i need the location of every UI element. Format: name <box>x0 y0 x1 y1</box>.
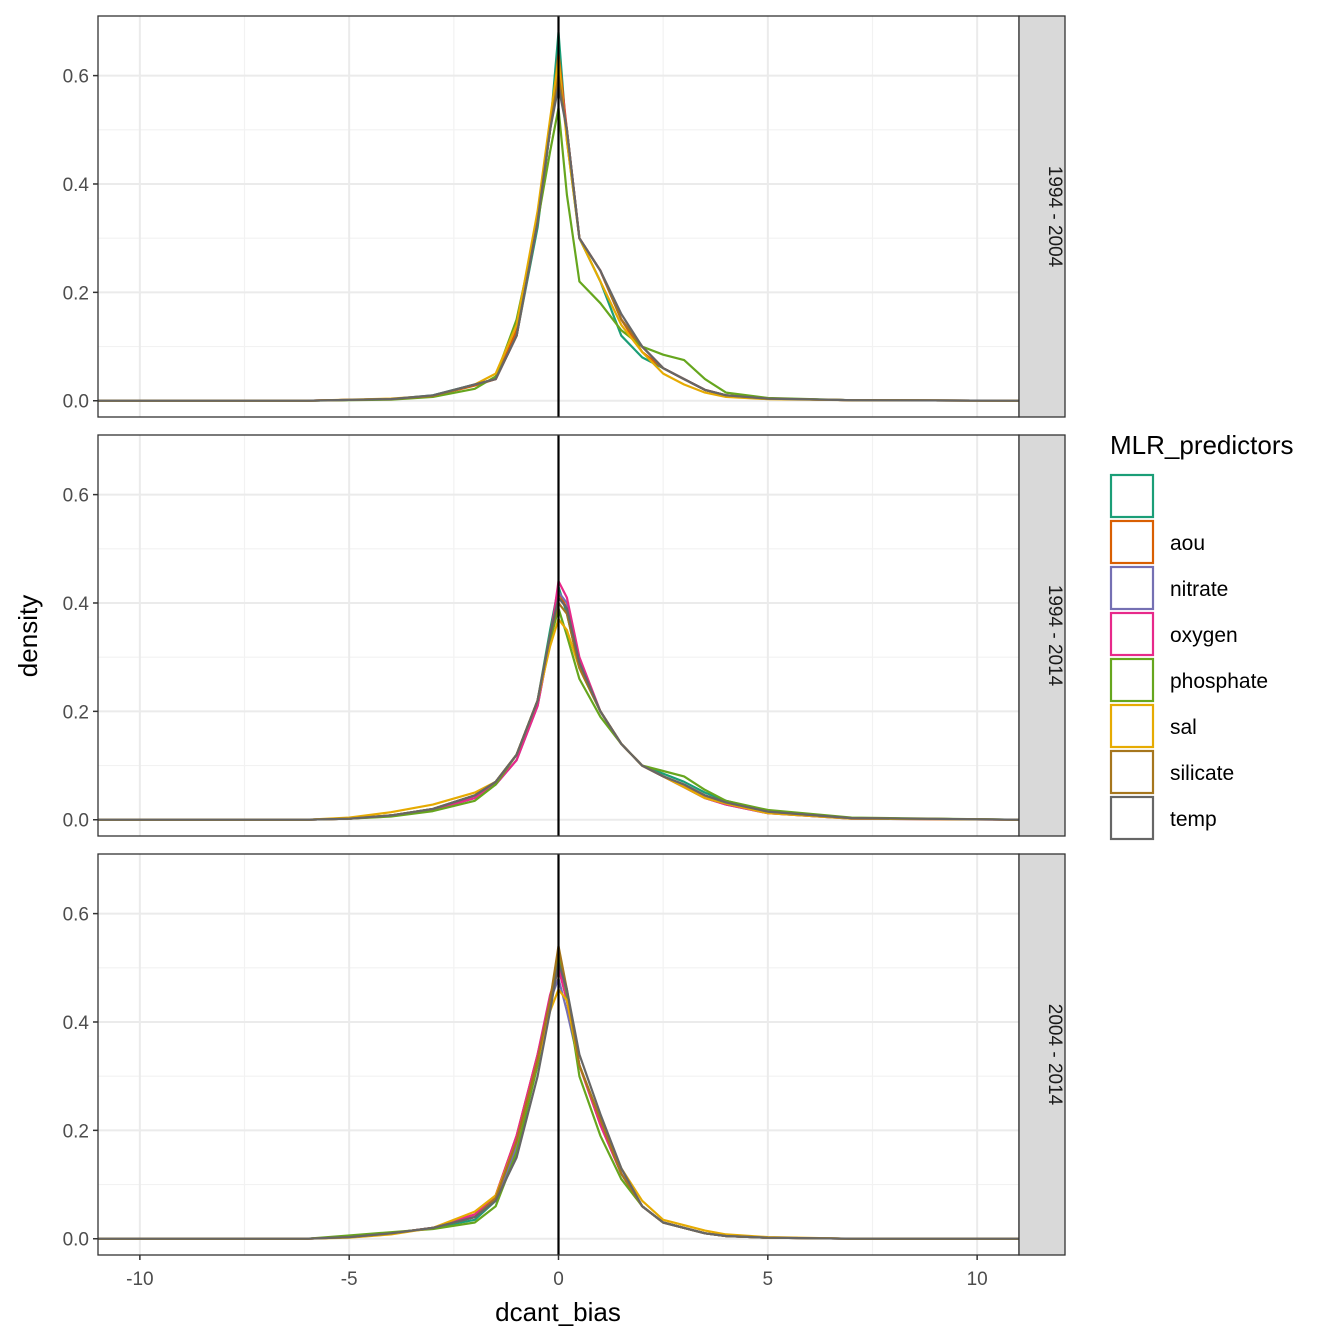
legend-label: oxygen <box>1170 624 1238 647</box>
x-tick-label: -5 <box>341 1269 358 1290</box>
strip-label: 2004 - 2014 <box>1044 1004 1065 1106</box>
strip-label: 1994 - 2004 <box>1044 166 1065 268</box>
density-line-phosphate <box>98 607 1020 821</box>
x-axis: -10 -5 0 5 10 <box>126 1255 988 1290</box>
legend-key <box>1109 519 1155 565</box>
strip-label: 1994 - 2014 <box>1044 585 1065 687</box>
legend-label: silicate <box>1170 762 1234 785</box>
y-tick-label: 0.2 <box>63 1121 89 1142</box>
y-tick-label: 0.2 <box>63 283 89 304</box>
legend-key <box>1109 565 1155 611</box>
y-tick-label: 0.6 <box>63 67 89 88</box>
legend-item: aou <box>1109 519 1205 565</box>
x-tick-label: 5 <box>763 1269 774 1290</box>
legend-key <box>1109 657 1155 703</box>
y-tick-label: 0.4 <box>63 594 90 615</box>
legend-key <box>1109 703 1155 749</box>
legend-key <box>1109 611 1155 657</box>
legend-label: phosphate <box>1170 670 1268 693</box>
panel-3: 0.0 0.2 0.4 0.6 2004 - 2014 <box>63 853 1066 1256</box>
y-tick-label: 0.0 <box>63 392 89 413</box>
x-tick-label: 10 <box>967 1269 988 1290</box>
x-tick-label: 0 <box>553 1269 564 1290</box>
strip-background <box>1018 434 1066 837</box>
legend: MLR_predictors aou nitrate oxygen phosphate… <box>1109 430 1294 841</box>
legend-item: phosphate <box>1109 657 1268 703</box>
legend-item: oxygen <box>1109 611 1238 657</box>
legend-label: sal <box>1170 716 1197 739</box>
legend-key <box>1109 795 1155 841</box>
panels-layer: 0.0 0.2 0.4 0.6 1994 - 2004 0.0 0.2 0.4 0.6 1994 … <box>63 15 1066 1256</box>
strip-background <box>1018 15 1066 418</box>
legend-item <box>1109 473 1155 519</box>
y-tick-label: 0.4 <box>63 1013 90 1034</box>
y-tick-label: 0.0 <box>63 1230 89 1251</box>
legend-item: nitrate <box>1109 565 1228 611</box>
x-tick-label: -10 <box>126 1269 153 1290</box>
legend-label: temp <box>1170 808 1217 831</box>
legend-item: silicate <box>1109 749 1234 795</box>
x-axis-title: dcant_bias <box>495 1297 621 1327</box>
legend-title: MLR_predictors <box>1110 430 1294 460</box>
panel-1: 0.0 0.2 0.4 0.6 1994 - 2004 <box>63 15 1066 418</box>
legend-label: aou <box>1170 532 1205 555</box>
y-tick-label: 0.4 <box>63 175 90 196</box>
strip-background <box>1018 853 1066 1256</box>
y-tick-label: 0.6 <box>63 486 89 507</box>
legend-key <box>1109 473 1155 519</box>
panel-2: 0.0 0.2 0.4 0.6 1994 - 2014 <box>63 434 1066 837</box>
legend-item: temp <box>1109 795 1217 841</box>
y-tick-label: 0.0 <box>63 811 89 832</box>
y-tick-label: 0.2 <box>63 702 89 723</box>
density-line-phosphate <box>98 107 1020 402</box>
legend-items: aou nitrate oxygen phosphate sal silicate temp <box>1109 473 1268 841</box>
legend-key <box>1109 749 1155 795</box>
density-line-temp <box>98 961 1019 1240</box>
y-tick-label: 0.6 <box>63 905 89 926</box>
legend-label: nitrate <box>1170 578 1228 601</box>
density-line-temp <box>98 85 1020 402</box>
y-axis-title: density <box>13 595 43 677</box>
density-line-temp <box>98 596 1020 821</box>
legend-item: sal <box>1109 703 1197 749</box>
density-line-sal <box>98 618 1020 821</box>
